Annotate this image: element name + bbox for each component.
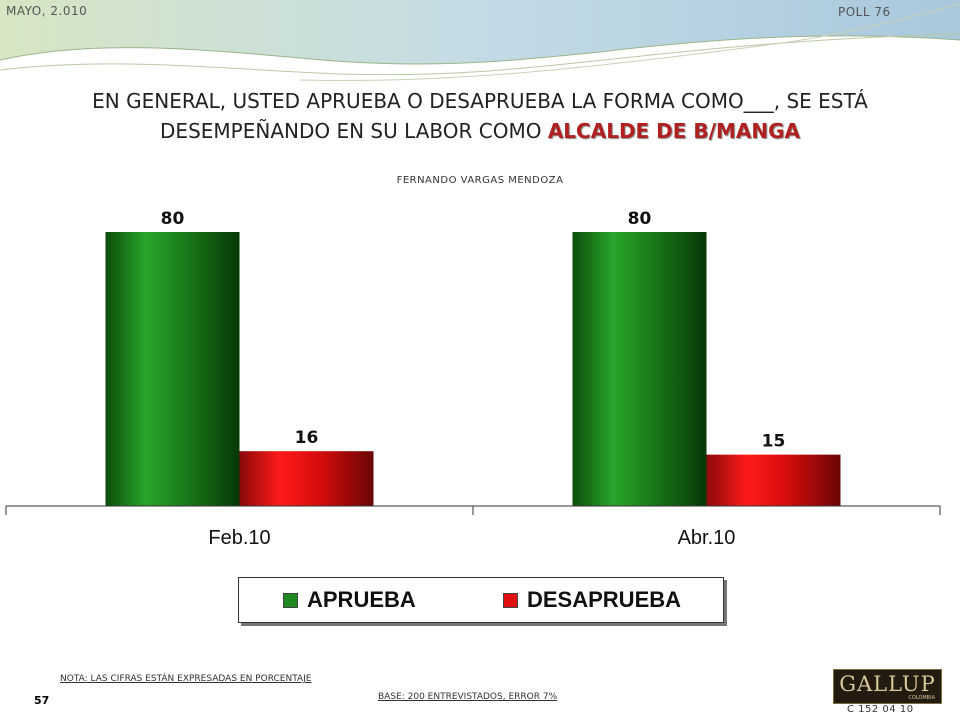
legend-item-aprueba: APRUEBA (283, 587, 416, 612)
x-tick-label-abr-10: Abr.10 (678, 527, 736, 549)
data-label-desaprueba-abr-10: 15 (762, 432, 786, 452)
title-line-2-prefix: DESEMPEÑANDO EN SU LABOR COMO (160, 119, 548, 143)
page-title: EN GENERAL, USTED APRUEBA O DESAPRUEBA L… (0, 86, 960, 146)
legend-item-desaprueba: DESAPRUEBA (503, 587, 682, 612)
chart-subtitle: FERNANDO VARGAS MENDOZA (396, 175, 564, 186)
logo-word: GALLUP (839, 672, 936, 696)
header-swoosh (0, 0, 960, 82)
legend-swatch-desaprueba (503, 592, 518, 608)
title-line-1: EN GENERAL, USTED APRUEBA O DESAPRUEBA L… (92, 89, 868, 113)
bar-desaprueba-feb-10 (239, 451, 374, 506)
bar-aprueba-abr-10 (572, 232, 707, 506)
legend-label-desaprueba: DESAPRUEBA (527, 587, 682, 612)
header-poll: POLL 76 (838, 5, 891, 19)
title-line-2: DESEMPEÑANDO EN SU LABOR COMO ALCALDE DE… (0, 116, 960, 146)
logo-sub: COLOMBIA (908, 695, 935, 701)
legend-label-aprueba: APRUEBA (307, 587, 416, 612)
bar-chart: 80 16 80 15 Feb.10 Abr.10 (5, 209, 941, 549)
footnote: NOTA: LAS CIFRAS ESTÁN EXPRESADAS EN POR… (60, 674, 312, 684)
document-code: C 152 04 10 (847, 704, 914, 715)
gallup-logo: GALLUP COLOMBIA (833, 669, 942, 704)
data-label-aprueba-feb-10: 80 (161, 209, 185, 229)
page-number: 57 (34, 694, 50, 707)
bar-desaprueba-abr-10 (706, 454, 841, 506)
title-highlight: ALCALDE DE B/MANGA (547, 119, 800, 143)
data-label-desaprueba-feb-10: 16 (295, 428, 319, 448)
bar-aprueba-feb-10 (105, 232, 240, 506)
header-date: MAYO, 2.010 (6, 4, 88, 18)
x-tick-label-feb-10: Feb.10 (208, 527, 270, 549)
legend-swatch-aprueba (283, 592, 298, 608)
sample-base: BASE: 200 ENTREVISTADOS, ERROR 7% (378, 692, 558, 702)
data-label-aprueba-abr-10: 80 (628, 209, 652, 229)
chart-legend: APRUEBA DESAPRUEBA (238, 577, 724, 623)
